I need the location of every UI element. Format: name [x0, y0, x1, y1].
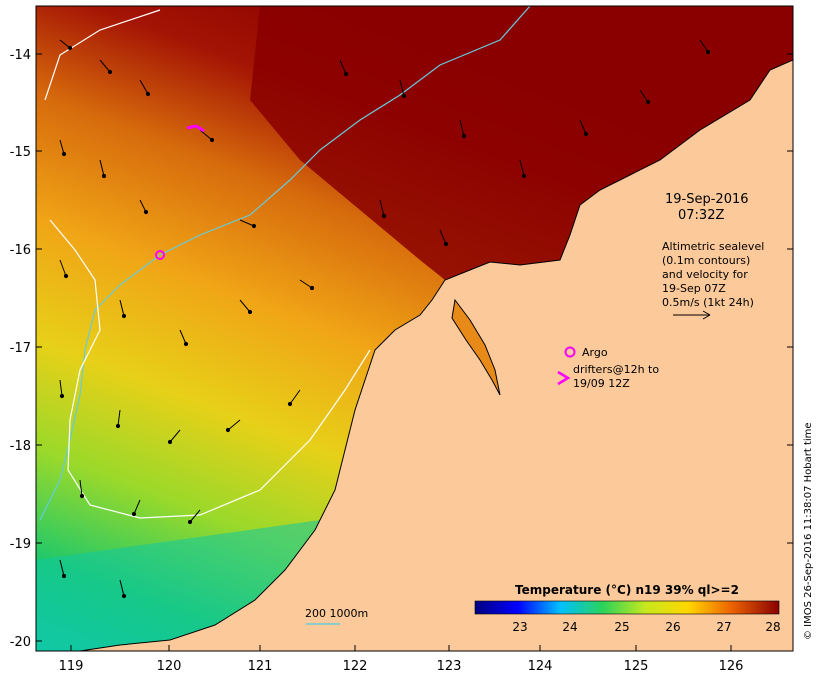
velocity-arrow [459, 119, 467, 139]
colorbar-gradient [474, 600, 780, 615]
velocity-arrow [167, 429, 181, 445]
colorbar-tick-label: 28 [765, 620, 780, 634]
velocity-arrow [131, 499, 141, 517]
drifter-legend-line: 19/09 12Z [573, 377, 630, 390]
velocity-arrow [519, 159, 527, 179]
velocity-arrow [239, 299, 253, 315]
image-time: 07:32Z [678, 208, 724, 223]
velocity-arrow [239, 219, 257, 229]
velocity-arrow [59, 259, 69, 279]
drifter-track [186, 124, 205, 133]
velocity-arrow [59, 39, 73, 51]
velocity-arrow [339, 59, 349, 77]
bathy-200m-contour [39, 6, 531, 521]
lon-tick-label: 122 [343, 659, 368, 674]
colorbar-tick-label: 23 [512, 620, 527, 634]
colorbar-tick-label: 27 [716, 620, 731, 634]
argo-legend-marker [564, 346, 576, 358]
lon-tick-label: 125 [624, 659, 649, 674]
velocity-arrow [287, 389, 301, 407]
bathy-1000m-contour [44, 9, 371, 519]
temperature-colorbar: Temperature (°C) n19 39% ql>=2 23 24 25 … [474, 583, 781, 634]
cool-coastal-band [36, 520, 360, 651]
image-date: 19-Sep-2016 [665, 192, 749, 207]
colorbar-tick-label: 25 [614, 620, 629, 634]
velocity-arrows [59, 39, 711, 599]
altimetry-line: and velocity for [662, 268, 748, 281]
lat-tick-label: -18 [10, 439, 31, 454]
velocity-arrow [119, 579, 127, 599]
altimetry-line: 19-Sep 07Z [662, 282, 726, 295]
altimetry-line: Altimetric sealevel [662, 240, 764, 253]
drifter-legend: drifters@12h to 19/09 12Z [557, 363, 659, 390]
land-polygon [79, 59, 793, 651]
lon-tick-label: 121 [248, 659, 273, 674]
velocity-arrow [59, 139, 67, 157]
velocity-arrow [99, 159, 107, 179]
lat-tick-label: -16 [10, 243, 31, 258]
drifter-legend-line: drifters@12h to [573, 363, 659, 376]
velocity-arrow [199, 129, 215, 143]
velocity-arrow [115, 409, 121, 429]
lat-tick-label: -17 [10, 341, 31, 356]
colorbar-title: Temperature (°C) n19 39% ql>=2 [515, 583, 739, 597]
velocity-arrow [225, 419, 241, 433]
drifter-legend-marker [557, 370, 571, 386]
lon-tick-label: 124 [528, 659, 553, 674]
velocity-arrow [299, 279, 315, 291]
velocity-arrow [59, 379, 65, 399]
lon-tick-label: 126 [719, 659, 744, 674]
velocity-arrow [399, 79, 407, 99]
velocity-scale-arrow [673, 310, 711, 320]
credit-text: © IMOS 26-Sep-2016 11:38:07 Hobart time [803, 422, 814, 640]
lon-tick-label: 119 [59, 659, 84, 674]
bathymetry-legend: 200 1000m [305, 607, 368, 625]
longitude-axis: 119 120 121 122 123 124 125 126 [59, 645, 744, 674]
velocity-arrow [439, 229, 449, 247]
colorbar-tick-label: 26 [665, 620, 680, 634]
argo-legend: Argo [564, 346, 608, 359]
lat-tick-label: -14 [10, 48, 31, 63]
velocity-arrow [139, 79, 151, 97]
velocity-arrow [699, 39, 711, 55]
map-border [35, 5, 794, 652]
latitude-axis: -14 -15 -16 -17 -18 -19 -20 [10, 48, 793, 650]
velocity-arrow [579, 119, 589, 137]
velocity-arrow [379, 199, 387, 219]
argo-legend-label: Argo [582, 346, 608, 359]
colorbar-tick-label: 24 [562, 620, 577, 634]
lat-tick-label: -15 [10, 145, 31, 160]
velocity-arrow [99, 59, 113, 75]
argo-float-marker [155, 250, 165, 260]
bay-inlet [451, 298, 501, 396]
velocity-arrow [187, 509, 201, 525]
velocity-arrow [79, 479, 85, 499]
velocity-arrow [119, 299, 127, 319]
altimetry-legend: Altimetric sealevel (0.1m contours) and … [662, 240, 764, 320]
altimetry-line: (0.1m contours) [662, 254, 750, 267]
velocity-arrow [139, 199, 149, 215]
lat-tick-label: -19 [10, 537, 31, 552]
altimetry-line: 0.5m/s (1kt 24h) [662, 296, 754, 309]
velocity-arrow [59, 559, 67, 579]
velocity-arrow [179, 329, 189, 347]
warm-core-region [250, 6, 793, 300]
velocity-arrow [639, 89, 651, 105]
bathymetry-contours [39, 6, 531, 521]
bathymetry-legend-label: 200 1000m [305, 607, 368, 620]
land [79, 59, 793, 651]
lat-tick-label: -20 [10, 635, 31, 650]
lon-tick-label: 123 [437, 659, 462, 674]
lon-tick-label: 120 [157, 659, 182, 674]
